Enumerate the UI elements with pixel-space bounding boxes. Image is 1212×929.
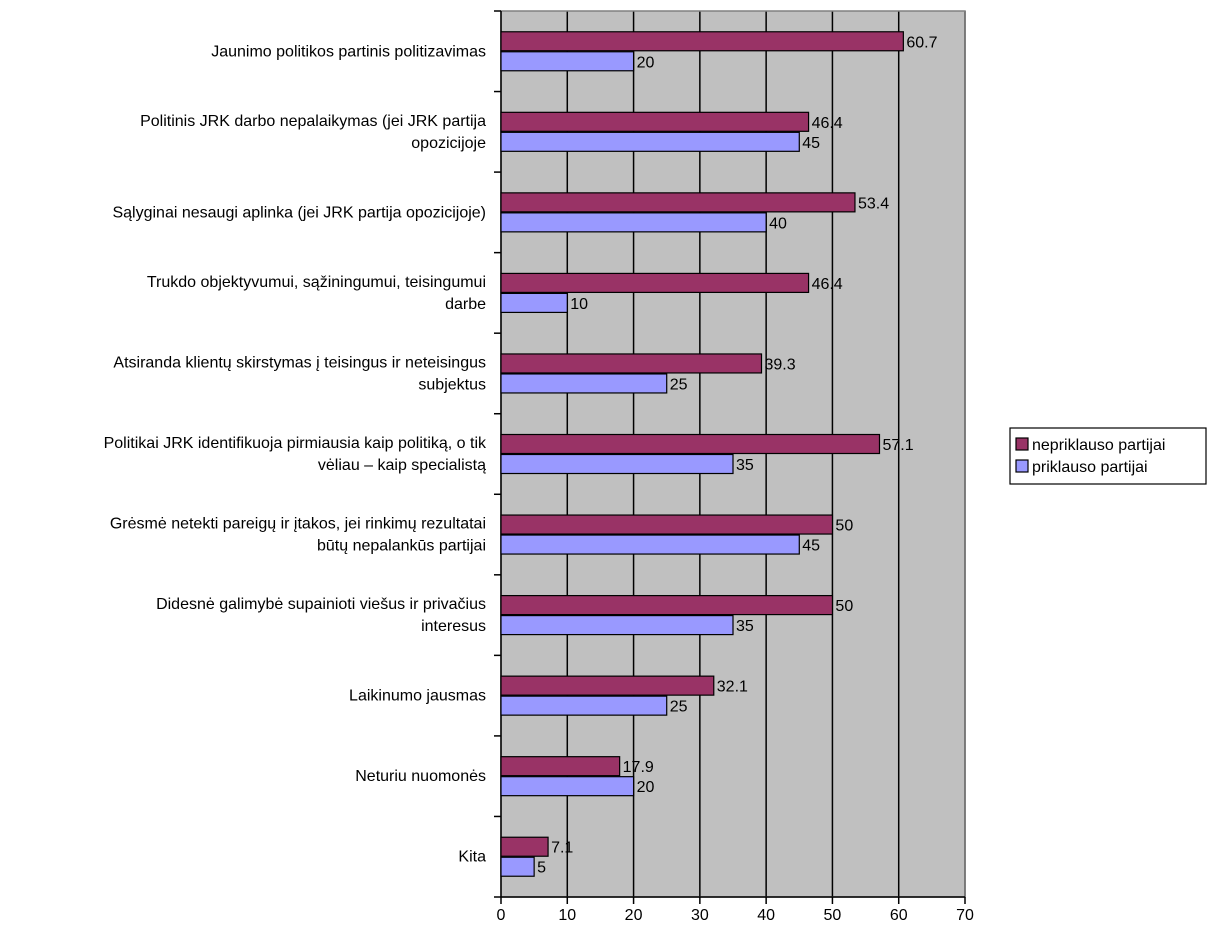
category-label-line: Atsiranda klientų skirstymas į teisingus… <box>113 354 486 371</box>
value-label-nepriklauso-8: 32.1 <box>717 679 748 696</box>
bar-priklauso-1 <box>500 131 800 152</box>
value-label-nepriklauso-1: 46.4 <box>812 115 843 132</box>
bar-nepriklauso-4 <box>500 353 763 374</box>
bar-nepriklauso-1 <box>500 111 810 132</box>
category-label-4: Atsiranda klientų skirstymas į teisingus… <box>113 354 486 393</box>
value-label-priklauso-3: 10 <box>570 296 588 313</box>
category-label-line: Neturiu nuomonės <box>355 768 486 785</box>
category-label-line: Politinis JRK darbo nepalaikymas (jei JR… <box>140 113 486 130</box>
value-label-nepriklauso-0: 60.7 <box>906 34 937 51</box>
category-label-line: Sąlyginai nesaugi aplinka (jei JRK parti… <box>112 204 486 221</box>
value-label-priklauso-10: 5 <box>537 860 546 877</box>
value-label-nepriklauso-6: 50 <box>835 518 853 535</box>
value-label-nepriklauso-3: 46.4 <box>812 276 843 293</box>
value-label-priklauso-2: 40 <box>769 215 787 232</box>
category-label-7: Didesnė galimybė supainioti viešus ir pr… <box>156 596 486 635</box>
x-tick-label-70: 70 <box>956 907 974 924</box>
value-label-nepriklauso-4: 39.3 <box>765 356 796 373</box>
bar-nepriklauso-10 <box>500 836 549 857</box>
x-tick-label-20: 20 <box>625 907 643 924</box>
bar-nepriklauso-5 <box>500 433 881 455</box>
category-label-5: Politikai JRK identifikuoja pirmiausia k… <box>104 435 487 474</box>
bar-nepriklauso-8 <box>500 675 715 696</box>
category-label-10: Kita <box>458 849 486 866</box>
category-label-line: Trukdo objektyvumui, sąžiningumui, teisi… <box>147 274 486 291</box>
value-label-nepriklauso-5: 57.1 <box>882 437 913 454</box>
legend-swatch-0 <box>1015 437 1029 451</box>
x-tick-label-50: 50 <box>824 907 842 924</box>
value-label-priklauso-4: 25 <box>670 376 688 393</box>
bar-priklauso-3 <box>500 292 568 314</box>
value-label-nepriklauso-9: 17.9 <box>623 759 654 776</box>
category-label-3: Trukdo objektyvumui, sąžiningumui, teisi… <box>147 274 486 313</box>
category-label-line: darbe <box>445 296 486 313</box>
category-label-8: Laikinumo jausmas <box>349 688 486 705</box>
bar-priklauso-4 <box>500 373 668 394</box>
category-label-9: Neturiu nuomonės <box>355 768 486 785</box>
bar-nepriklauso-7 <box>500 594 834 616</box>
category-label-line: interesus <box>421 618 486 635</box>
bar-priklauso-0 <box>500 51 635 72</box>
x-tick-label-40: 40 <box>757 907 775 924</box>
bar-nepriklauso-3 <box>500 272 810 294</box>
bar-priklauso-5 <box>500 453 734 475</box>
x-tick-label-60: 60 <box>890 907 908 924</box>
category-label-1: Politinis JRK darbo nepalaikymas (jei JR… <box>140 113 486 152</box>
category-label-line: būtų nepalankūs partijai <box>317 538 486 555</box>
bar-priklauso-6 <box>500 534 800 555</box>
bar-priklauso-2 <box>500 212 767 233</box>
bar-nepriklauso-9 <box>500 756 621 777</box>
value-label-priklauso-5: 35 <box>736 457 754 474</box>
value-label-priklauso-8: 25 <box>670 699 688 716</box>
x-tick-label-30: 30 <box>691 907 709 924</box>
category-label-line: subjektus <box>418 376 486 393</box>
legend-label-1: priklauso partijai <box>1032 459 1148 476</box>
value-label-priklauso-7: 35 <box>736 618 754 635</box>
legend-swatch-1 <box>1015 459 1029 473</box>
category-label-line: Laikinumo jausmas <box>349 688 486 705</box>
value-label-nepriklauso-2: 53.4 <box>858 195 889 212</box>
category-label-2: Sąlyginai nesaugi aplinka (jei JRK parti… <box>112 204 486 221</box>
bar-priklauso-9 <box>500 776 635 797</box>
category-label-line: opozicijoje <box>411 135 486 152</box>
category-label-line: Kita <box>458 849 486 866</box>
bar-nepriklauso-6 <box>500 514 834 535</box>
value-label-nepriklauso-10: 7.1 <box>551 840 573 857</box>
category-label-line: Politikai JRK identifikuoja pirmiausia k… <box>104 435 487 452</box>
bar-priklauso-7 <box>500 614 734 636</box>
bar-priklauso-8 <box>500 695 668 716</box>
bar-nepriklauso-2 <box>500 192 856 213</box>
value-label-priklauso-0: 20 <box>637 54 655 71</box>
x-tick-label-10: 10 <box>558 907 576 924</box>
category-label-line: Grėsmė netekti pareigų ir įtakos, jei ri… <box>110 516 486 533</box>
x-tick-label-0: 0 <box>497 907 506 924</box>
bar-priklauso-10 <box>500 856 535 877</box>
category-label-0: Jaunimo politikos partinis politizavimas <box>211 43 486 60</box>
category-label-line: Jaunimo politikos partinis politizavimas <box>211 43 486 60</box>
legend-label-0: nepriklauso partijai <box>1032 437 1165 454</box>
bar-nepriklauso-0 <box>500 31 904 52</box>
category-label-line: vėliau – kaip specialistą <box>318 457 486 474</box>
value-label-priklauso-6: 45 <box>802 538 820 555</box>
value-label-priklauso-1: 45 <box>802 135 820 152</box>
legend-box <box>1009 427 1207 485</box>
value-label-priklauso-9: 20 <box>637 779 655 796</box>
category-label-line: Didesnė galimybė supainioti viešus ir pr… <box>156 596 486 613</box>
value-label-nepriklauso-7: 50 <box>835 598 853 615</box>
category-label-6: Grėsmė netekti pareigų ir įtakos, jei ri… <box>110 516 486 555</box>
